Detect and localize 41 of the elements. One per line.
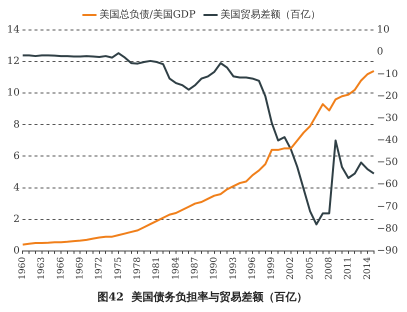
text: 图42 美国债务负担率与贸易差额（百亿） [98,290,308,304]
x-tick-label: 1996 [248,256,258,280]
x-tick-label: 1999 [267,256,278,280]
y2-tick-label: −50 [376,157,398,168]
x-tick-label: 2008 [324,256,335,280]
x-tick-label: 1984 [171,256,182,280]
x-tick-label: 1987 [190,256,200,280]
y2-tick-label: −20 [376,90,398,102]
y-tick-label: 0 [13,245,20,256]
y2-tick-label: 10 [376,24,390,36]
x-tick-label: 1966 [56,256,66,280]
x-tick-label: 1972 [94,256,105,280]
y2-tick-label: −30 [376,112,398,124]
x-tick-label: 2011 [344,256,354,280]
x-tick-label: 1990 [210,256,220,280]
y2-tick-label: −10 [376,68,398,80]
x-tick-label: 1960 [18,256,28,280]
y-tick-label: 2 [13,214,20,225]
y2-tick-label: −40 [376,135,398,146]
y2-tick-label: −60 [376,179,398,190]
x-tick-label: 2002 [286,256,296,280]
x-tick-label: 2014 [362,256,373,280]
y-tick-label: 14 [6,24,20,36]
legend-label: 美国总负债/美国GDP [99,8,196,21]
x-tick-label: 1975 [114,256,124,280]
y-tick-label: 4 [13,182,20,194]
y-tick-label: 10 [6,88,20,99]
y-tick-label: 12 [6,56,20,68]
x-tick-label: 2005 [305,256,316,280]
x-tick-label: 1981 [152,256,162,280]
y-tick-label: 8 [13,119,20,130]
x-tick-label: 1969 [76,256,86,280]
x-tick-label: 1963 [37,256,48,280]
y2-tick-label: −90 [376,245,398,256]
x-tick-label: 1993 [228,256,239,280]
legend-label: 美国贸易差额（百亿） [220,8,321,21]
y2-tick-label: −70 [376,201,398,212]
y2-tick-label: 0 [376,46,384,58]
y-tick-label: 6 [13,150,20,162]
y2-tick-label: −80 [376,223,398,234]
x-tick-label: 1978 [132,256,143,280]
